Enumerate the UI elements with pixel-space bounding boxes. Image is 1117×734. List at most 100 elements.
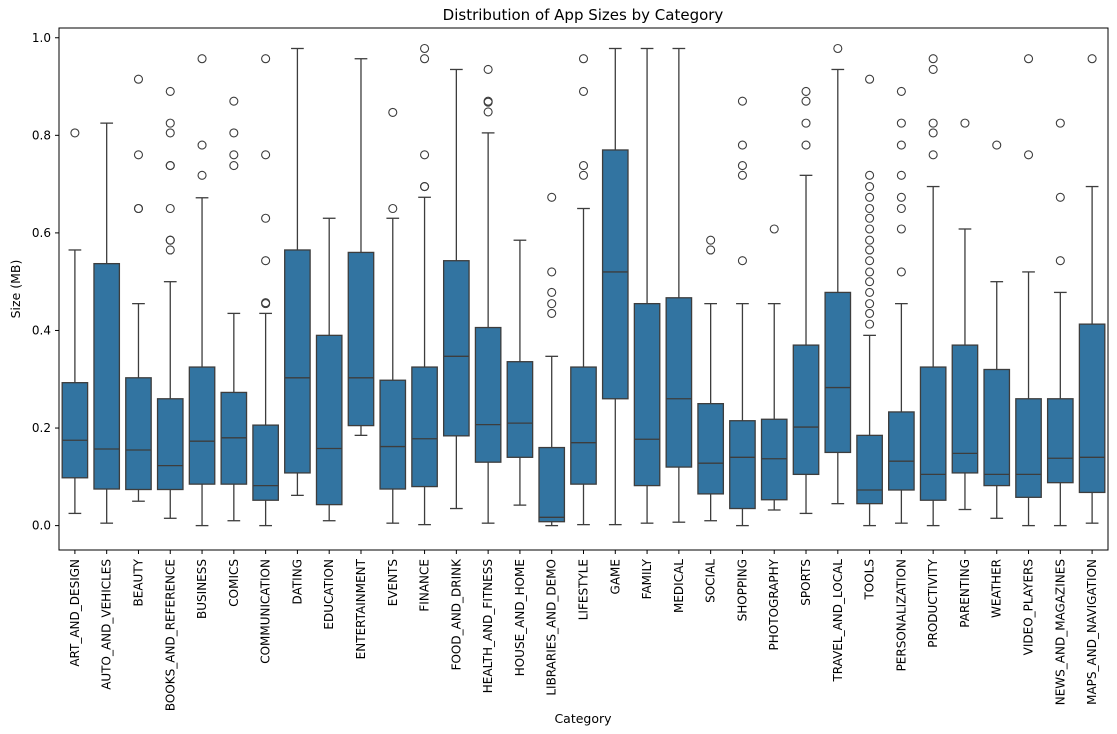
outlier-point (801, 118, 811, 128)
x-tick-label: COMICS (227, 559, 241, 607)
x-tick-label: PARENTING (958, 559, 972, 628)
outlier-point (483, 64, 493, 75)
outlier-point (547, 299, 557, 309)
x-tick-label: ENTERTAINMENT (354, 558, 368, 659)
outlier-point (578, 161, 589, 171)
x-tick-label: LIBRARIES_AND_DEMO (545, 559, 559, 696)
outlier-point (578, 86, 589, 96)
box (665, 297, 693, 468)
box (315, 334, 343, 506)
outlier-point (133, 74, 144, 84)
x-tick-label: ART_AND_DESIGN (68, 559, 82, 667)
box (1046, 398, 1074, 484)
x-tick-label: FINANCE (418, 559, 432, 612)
outlier-point (133, 150, 144, 160)
outlier-point (420, 150, 430, 160)
y-axis-title: Size (MB) (8, 260, 23, 319)
outlier-point (865, 182, 875, 192)
x-tick-label: MEDICAL (672, 559, 686, 613)
outlier-point (261, 54, 271, 64)
outlier-point (197, 140, 207, 150)
x-tick-label: SHOPPING (735, 559, 749, 621)
outlier-point (1055, 118, 1065, 128)
x-tick-label: AUTO_AND_VEHICLES (100, 559, 114, 690)
x-tick-label: HOUSE_AND_HOME (513, 559, 527, 676)
outlier-point (865, 256, 875, 266)
box (1015, 398, 1042, 498)
box (538, 446, 566, 523)
outlier-point (547, 308, 557, 318)
y-tick-label: 0.2 (32, 421, 51, 435)
outlier-point (165, 118, 175, 128)
outlier-point (865, 277, 875, 287)
outlier-point (229, 96, 239, 106)
outlier-point (261, 213, 271, 223)
box (93, 262, 121, 490)
x-tick-label: TRAVEL_AND_LOCAL (831, 559, 845, 683)
box (188, 366, 216, 485)
box-group (729, 96, 756, 527)
outlier-point (896, 170, 906, 180)
x-tick-label: FAMILY (640, 558, 654, 599)
x-tick-label: PHOTOGRAPHY (767, 558, 781, 650)
x-tick-label: BOOKS_AND_REFERENCE (163, 559, 177, 711)
outlier-point (737, 161, 747, 171)
outlier-point (992, 140, 1002, 150)
box-group (792, 86, 820, 515)
box-group (506, 239, 534, 506)
box-group (1046, 118, 1074, 527)
outlier-point (896, 140, 906, 150)
outlier-point (706, 235, 716, 245)
box (442, 260, 470, 437)
box-group (284, 47, 311, 497)
box-group (697, 235, 725, 522)
outlier-point (1087, 54, 1097, 64)
outlier-point (483, 107, 493, 117)
y-axis: 0.0 0.2 0.4 0.6 0.8 1.0 (32, 31, 59, 533)
outlier-point (483, 96, 493, 106)
outlier-point (165, 161, 175, 171)
y-tick-label: 0.8 (32, 128, 51, 142)
outlier-point (896, 192, 906, 202)
box-group (61, 128, 89, 515)
x-tick-label: SOCIAL (704, 559, 718, 603)
outlier-point (1023, 150, 1034, 160)
outlier-point (133, 203, 144, 214)
box-group (760, 224, 788, 511)
box-group (570, 54, 597, 526)
x-tick-label: DATING (290, 559, 304, 604)
box-group (983, 140, 1011, 519)
box-group (156, 86, 184, 519)
box-group (1078, 54, 1106, 524)
outlier-point (801, 140, 811, 150)
x-tick-label: BUSINESS (195, 559, 209, 619)
box (411, 366, 438, 488)
outlier-point (801, 96, 811, 106)
box (474, 326, 502, 463)
plot-area (61, 43, 1106, 527)
x-tick-label: COMMUNICATION (259, 559, 273, 664)
outlier-point (865, 299, 875, 309)
outlier-point (165, 235, 175, 245)
box (570, 366, 597, 485)
outlier-point (388, 203, 398, 214)
x-tick-label: TOOLS (863, 559, 877, 601)
outlier-point (928, 54, 938, 64)
y-tick-label: 0.6 (32, 226, 51, 240)
outlier-point (706, 245, 716, 255)
box-group (188, 54, 216, 527)
outlier-point (896, 118, 906, 128)
outlier-point (865, 308, 875, 318)
y-tick-label: 1.0 (32, 31, 51, 45)
box-group (93, 122, 121, 524)
box (919, 366, 947, 501)
box (792, 344, 820, 476)
box (888, 411, 915, 491)
outlier-point (229, 161, 239, 171)
outlier-point (578, 170, 589, 180)
box (252, 424, 279, 501)
outlier-point (896, 267, 906, 277)
box (983, 368, 1011, 487)
outlier-point (70, 128, 80, 138)
outlier-point (261, 256, 271, 266)
